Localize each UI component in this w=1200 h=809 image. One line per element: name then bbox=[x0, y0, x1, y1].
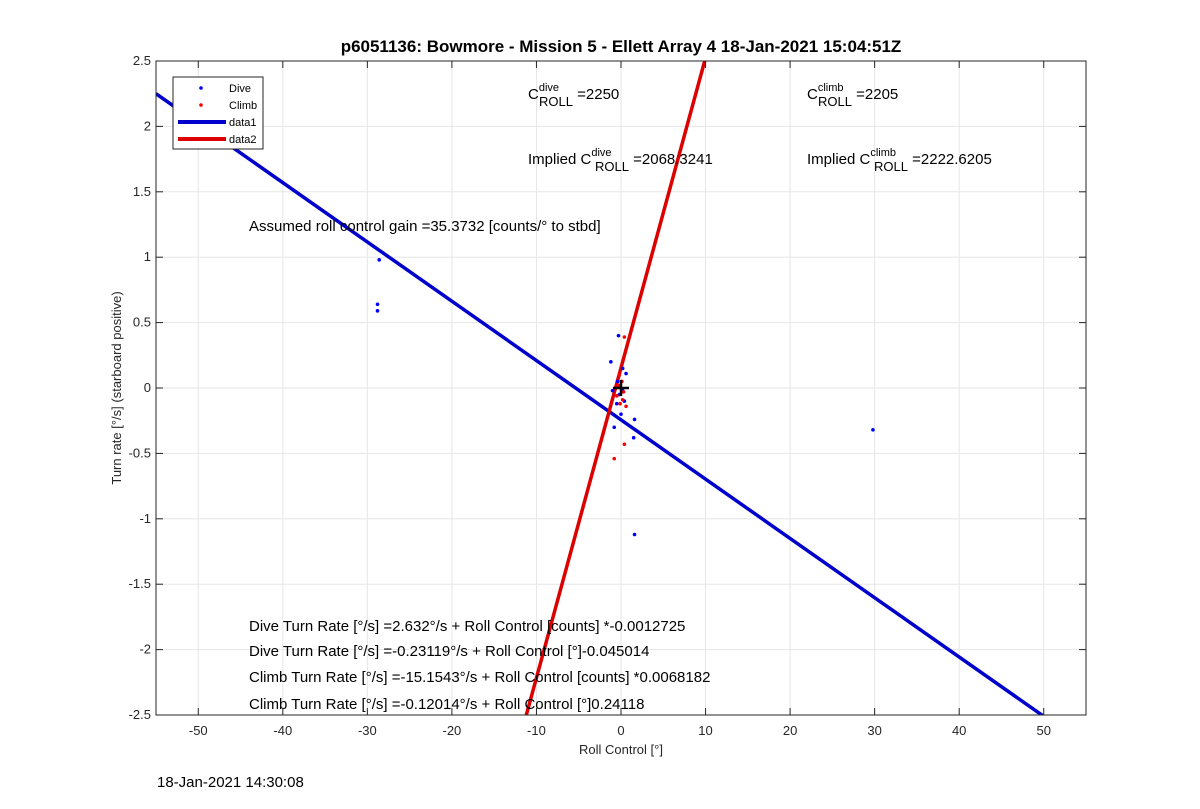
axis-ticks: -50 -40 -30 -20 -10 0 10 20 30 40 50-2.5-2-1.5-1-0… bbox=[129, 53, 1086, 738]
x-tick-label: 40 bbox=[952, 723, 966, 738]
data-point-climb bbox=[622, 335, 627, 339]
data-point-dive bbox=[616, 333, 621, 338]
plot-series bbox=[156, 61, 1045, 715]
annotation-c-climb-sub: ROLL bbox=[818, 94, 852, 109]
annotation-c-dive: Cdive ROLL =2250 bbox=[528, 82, 619, 109]
data-point-climb bbox=[616, 383, 621, 388]
x-tick-label: 0 bbox=[617, 723, 624, 738]
y-tick-label: -2 bbox=[139, 642, 151, 657]
data-point-dive bbox=[631, 435, 636, 440]
fit-line-1: Dive Turn Rate [°/s] =2.632°/s + Roll Co… bbox=[249, 618, 685, 635]
data-point-dive bbox=[632, 417, 637, 422]
data-point-dive bbox=[619, 412, 623, 416]
legend-label-data1: data1 bbox=[229, 117, 257, 129]
data-point-climb bbox=[612, 456, 617, 461]
y-tick-label: 0 bbox=[144, 380, 151, 395]
fit-line-2: Dive Turn Rate [°/s] =-0.23119°/s + Roll… bbox=[249, 643, 649, 660]
x-tick-label: -30 bbox=[358, 723, 377, 738]
annotation-implied-climb-sup: climb bbox=[870, 147, 896, 159]
legend: Dive Climb data1 data2 bbox=[172, 76, 264, 150]
data-point-dive bbox=[610, 388, 615, 393]
fit-line-3: Climb Turn Rate [°/s] =-15.1543°/s + Rol… bbox=[249, 669, 710, 686]
annotation-implied-climb-sub: ROLL bbox=[874, 159, 908, 174]
x-axis-label: Roll Control [°] bbox=[579, 742, 663, 757]
y-tick-label: 2.5 bbox=[133, 53, 151, 68]
y-tick-label: 1 bbox=[144, 249, 151, 264]
series-layer bbox=[156, 61, 1045, 715]
data-point-dive bbox=[871, 428, 875, 432]
data-point-dive bbox=[632, 532, 637, 537]
data-point-dive bbox=[620, 366, 625, 371]
legend-label-data2: data2 bbox=[229, 134, 257, 146]
annotation-c-climb-sup: climb bbox=[818, 82, 844, 94]
footer-timestamp: 18-Jan-2021 14:30:08 bbox=[157, 774, 304, 791]
x-tick-label: -20 bbox=[443, 723, 462, 738]
x-tick-label: 10 bbox=[698, 723, 712, 738]
legend-label-climb: Climb bbox=[229, 100, 257, 112]
data-point-climb bbox=[617, 373, 622, 377]
annotation-gain: Assumed roll control gain =35.3732 [coun… bbox=[249, 218, 601, 235]
data-point-climb bbox=[622, 442, 627, 447]
x-tick-label: 30 bbox=[867, 723, 881, 738]
data-point-dive bbox=[612, 425, 617, 430]
data-point-dive bbox=[614, 401, 619, 406]
legend-marker-dive bbox=[199, 86, 203, 90]
x-tick-label: 20 bbox=[783, 723, 797, 738]
data-point-climb bbox=[618, 401, 622, 406]
y-tick-label: -0.5 bbox=[129, 445, 151, 460]
fit-line-4: Climb Turn Rate [°/s] =-0.12014°/s + Rol… bbox=[249, 696, 644, 713]
annotation-implied-dive-sup: dive bbox=[591, 147, 611, 159]
y-tick-label: 2 bbox=[144, 118, 151, 133]
legend-marker-climb bbox=[199, 103, 203, 107]
data-point-dive bbox=[609, 360, 613, 364]
data-point-dive bbox=[624, 371, 628, 376]
x-tick-label: -40 bbox=[273, 723, 292, 738]
fit-line-data1 bbox=[156, 92, 1045, 715]
data-point-climb bbox=[620, 397, 625, 402]
y-tick-label: 1.5 bbox=[133, 184, 151, 199]
annotation-c-climb: Cclimb ROLL =2205 bbox=[807, 82, 898, 109]
data-point-climb bbox=[621, 390, 626, 394]
y-tick-label: -1.5 bbox=[129, 576, 151, 591]
x-tick-label: -50 bbox=[189, 723, 208, 738]
data-point-climb bbox=[614, 394, 619, 398]
annotation-implied-climb: Implied Cclimb ROLL =2222.6205 bbox=[807, 147, 992, 174]
y-tick-label: -2.5 bbox=[129, 707, 151, 722]
data-point-dive bbox=[375, 302, 380, 307]
annotation-implied-dive-sub: ROLL bbox=[595, 159, 629, 174]
data-point-climb bbox=[624, 404, 628, 409]
y-tick-label: 0.5 bbox=[133, 315, 151, 330]
legend-label-dive: Dive bbox=[229, 83, 251, 95]
y-tick-label: -1 bbox=[139, 511, 151, 526]
annotation-implied-dive: Implied Cdive ROLL =2068.3241 bbox=[528, 147, 713, 174]
annotation-c-dive-sub: ROLL bbox=[539, 94, 573, 109]
annotation-c-dive-sup: dive bbox=[539, 82, 559, 94]
x-tick-label: 50 bbox=[1036, 723, 1050, 738]
chart-title: p6051136: Bowmore - Mission 5 - Ellett A… bbox=[341, 37, 902, 56]
x-tick-label: -10 bbox=[527, 723, 546, 738]
data-point-dive bbox=[615, 379, 620, 384]
data-point-dive bbox=[375, 309, 380, 313]
y-axis-label: Turn rate [°/s] (starboard positive) bbox=[109, 291, 124, 484]
data-point-dive bbox=[377, 258, 382, 262]
annotations: Cdive ROLL =2250 Cclimb ROLL =2205 Implied… bbox=[249, 82, 992, 713]
